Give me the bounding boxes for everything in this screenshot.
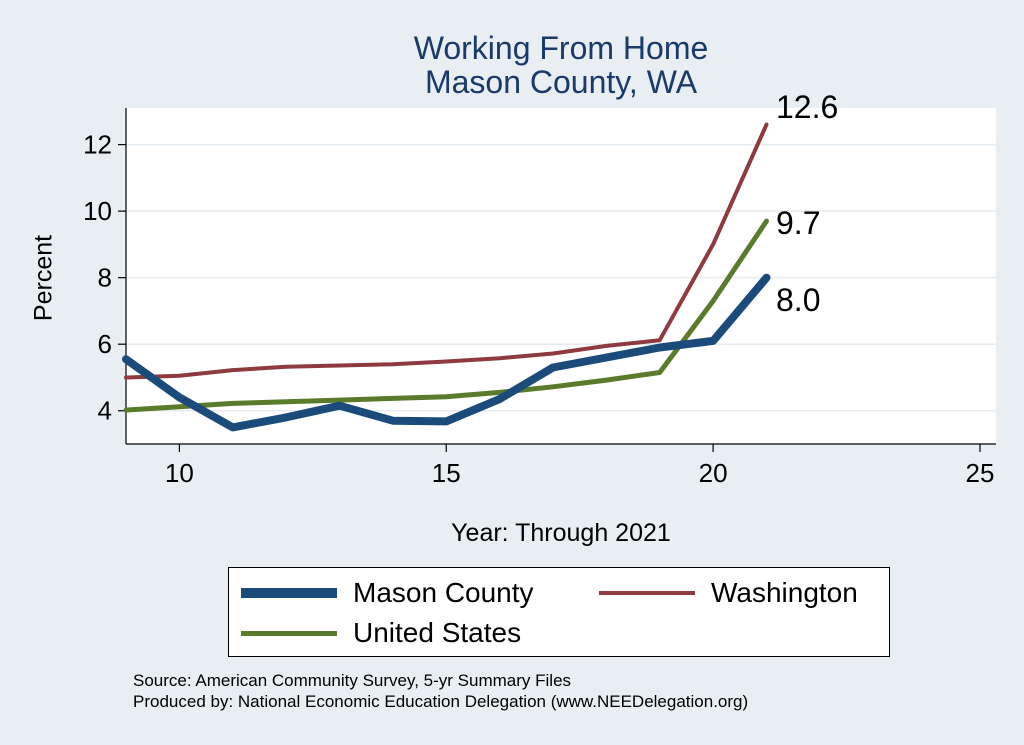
y-tick-label-4: 4 [98,396,112,426]
end-label-washington: 12.6 [776,89,838,125]
series-line-washington [124,122,769,380]
series-line-mason-county [122,273,771,432]
x-tick-label-25: 25 [966,458,995,488]
legend-swatch-united-states [241,630,337,636]
chart-title-line-1: Working From Home [413,30,709,66]
legend-item-washington: Washington [599,575,858,611]
legend-swatch-mason-county [241,588,337,598]
y-axis-title: Percent [29,234,58,322]
y-tick-label-8: 8 [98,263,112,293]
x-tick-label-10: 10 [165,458,194,488]
produced-by-note: Produced by: National Economic Education… [133,692,749,711]
legend-swatch-washington [599,591,695,595]
source-note: Source: American Community Survey, 5-yr … [133,671,572,690]
legend-item-mason-county: Mason County [241,575,534,611]
x-tick-label-15: 15 [432,458,461,488]
y-tick-label-10: 10 [83,196,112,226]
legend-item-united-states: United States [241,615,521,651]
y-tick-label-6: 6 [98,329,112,359]
chart-title-line-2: Mason County, WA [424,64,698,100]
legend-label-washington: Washington [711,577,858,608]
y-tick-label-12: 12 [83,130,112,160]
x-axis-title: Year: Through 2021 [451,519,671,547]
end-label-united-states: 9.7 [776,205,820,241]
legend-label-united-states: United States [353,617,522,648]
end-label-mason-county: 8.0 [776,282,820,318]
series-line-united-states [123,218,769,413]
x-tick-label-20: 20 [699,458,728,488]
legend: Mason County Washington United States [228,567,890,657]
plot-area [126,108,996,444]
legend-label-mason-county: Mason County [353,577,534,608]
